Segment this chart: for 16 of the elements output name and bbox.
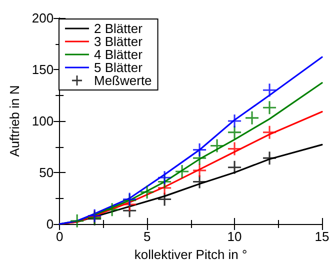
y-axis-title: Auftrieb in N [7,85,22,157]
y-tick-label: 50 [39,165,54,180]
y-tick-label: 150 [32,62,54,77]
legend-label: 2 Blätter [94,21,144,36]
x-tick-label: 10 [227,229,242,244]
x-tick-label: 5 [143,229,151,244]
legend-label: 5 Blätter [94,60,144,75]
legend-label: Meßwerte [94,73,152,88]
y-tick-label: 0 [46,216,54,232]
x-axis-title: kollektiver Pitch in ° [134,246,248,262]
legend-label: 3 Blätter [94,34,144,49]
legend-label: 4 Blätter [94,47,144,62]
y-tick-label: 100 [32,114,54,128]
x-tick-label: 15 [314,229,330,244]
x-tick-label: 0 [56,229,64,244]
y-tick-label: 200 [32,10,54,26]
